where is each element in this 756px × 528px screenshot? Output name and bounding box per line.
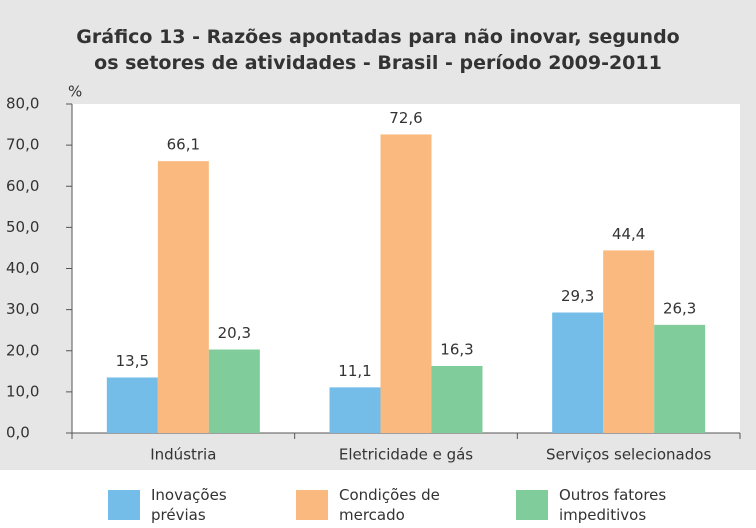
y-tick-label: 0,0 [6, 424, 30, 442]
y-tick-label: 80,0 [6, 95, 39, 113]
value-label: 44,4 [612, 225, 645, 243]
value-label: 26,3 [663, 299, 696, 317]
bar [380, 134, 432, 433]
bar [654, 324, 706, 433]
legend-label: Condições de mercado [339, 486, 440, 524]
legend-swatch [516, 490, 548, 520]
legend-swatch [108, 490, 140, 520]
y-tick-label: 10,0 [6, 382, 39, 400]
chart-title: Gráfico 13 - Razões apontadas para não i… [76, 26, 680, 48]
y-tick-label: 20,0 [6, 341, 39, 359]
y-tick-label: 30,0 [6, 300, 39, 318]
y-tick-label: 50,0 [6, 218, 39, 236]
value-label: 11,1 [338, 362, 371, 380]
bar [157, 161, 209, 433]
value-label: 16,3 [440, 340, 473, 358]
x-tick-label: Serviços selecionados [546, 446, 711, 464]
bar [431, 365, 483, 433]
value-label: 13,5 [116, 352, 149, 370]
chart-title: os setores de atividades - Brasil - perí… [94, 52, 662, 74]
value-label: 72,6 [389, 109, 422, 127]
legend-label: Outros fatores impeditivos [559, 486, 667, 524]
y-axis-label: % [68, 83, 82, 101]
legend-swatch [296, 490, 328, 520]
bar [552, 312, 604, 433]
value-label: 29,3 [561, 287, 594, 305]
y-tick-label: 40,0 [6, 259, 39, 277]
bar [106, 377, 158, 433]
value-label: 20,3 [218, 324, 251, 342]
bar [329, 387, 381, 433]
y-tick-label: 70,0 [6, 136, 39, 154]
value-label: 66,1 [167, 136, 200, 154]
x-tick-label: Indústria [150, 446, 216, 464]
bar [603, 250, 655, 433]
legend-label: Inovações prévias [151, 486, 227, 524]
x-tick-label: Eletricidade e gás [339, 446, 473, 464]
y-tick-label: 60,0 [6, 177, 39, 195]
bar [208, 349, 260, 433]
